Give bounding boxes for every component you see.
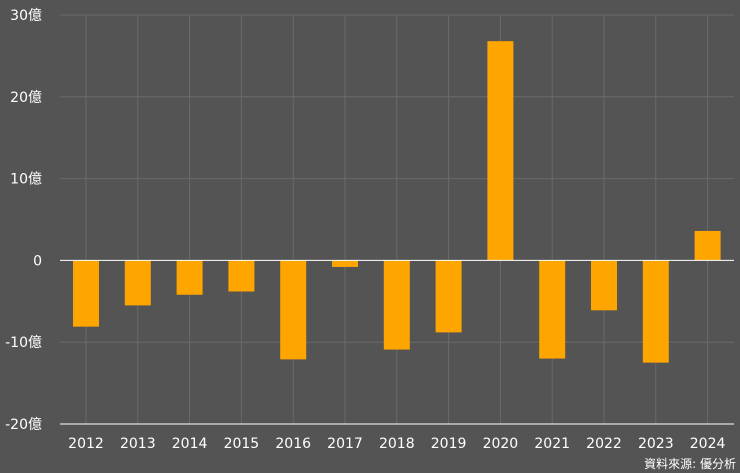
x-tick-label-2021: 2021 bbox=[534, 436, 570, 452]
x-tick-label-2023: 2023 bbox=[638, 436, 674, 452]
y-tick-label: 20億 bbox=[10, 90, 42, 106]
x-tick-label-2020: 2020 bbox=[483, 436, 519, 452]
bar-2012 bbox=[73, 260, 99, 327]
bar-2022 bbox=[591, 260, 617, 311]
x-tick-label-2015: 2015 bbox=[224, 436, 260, 452]
bar-series bbox=[73, 41, 721, 363]
bar-2024 bbox=[694, 230, 721, 261]
bar-2016 bbox=[280, 260, 307, 360]
grid-lines bbox=[60, 14, 734, 425]
x-tick-label-2024: 2024 bbox=[690, 436, 726, 452]
y-tick-label: 30億 bbox=[10, 8, 42, 24]
bar-2018 bbox=[383, 260, 410, 350]
bar-2020 bbox=[487, 41, 514, 261]
y-tick-label: -10億 bbox=[5, 335, 42, 351]
y-tick-label: 0 bbox=[33, 253, 42, 269]
x-tick-label-2017: 2017 bbox=[327, 436, 363, 452]
x-tick-label-2013: 2013 bbox=[120, 436, 156, 452]
tick-labels: 30億 20億 10億 0 -10億 -20億 2012 2013 2014 2015 2016 20… bbox=[5, 8, 725, 452]
x-tick-label-2022: 2022 bbox=[586, 436, 622, 452]
bar-2013 bbox=[124, 260, 151, 306]
source-note: 資料來源: 優分析 bbox=[644, 457, 736, 471]
bar-2019 bbox=[435, 260, 462, 333]
axes bbox=[60, 259, 734, 425]
x-tick-label-2014: 2014 bbox=[172, 436, 208, 452]
y-tick-label: 10億 bbox=[10, 172, 42, 188]
bar-2017 bbox=[332, 260, 358, 267]
bar-2014 bbox=[176, 260, 203, 295]
y-tick-label: -20億 bbox=[5, 417, 42, 433]
bar-2021 bbox=[539, 260, 566, 359]
bar-2015 bbox=[228, 260, 255, 292]
bar-2023 bbox=[642, 260, 669, 363]
x-tick-label-2018: 2018 bbox=[379, 436, 415, 452]
x-tick-label-2016: 2016 bbox=[275, 436, 311, 452]
x-tick-label-2012: 2012 bbox=[68, 436, 104, 452]
x-tick-label-2019: 2019 bbox=[431, 436, 467, 452]
